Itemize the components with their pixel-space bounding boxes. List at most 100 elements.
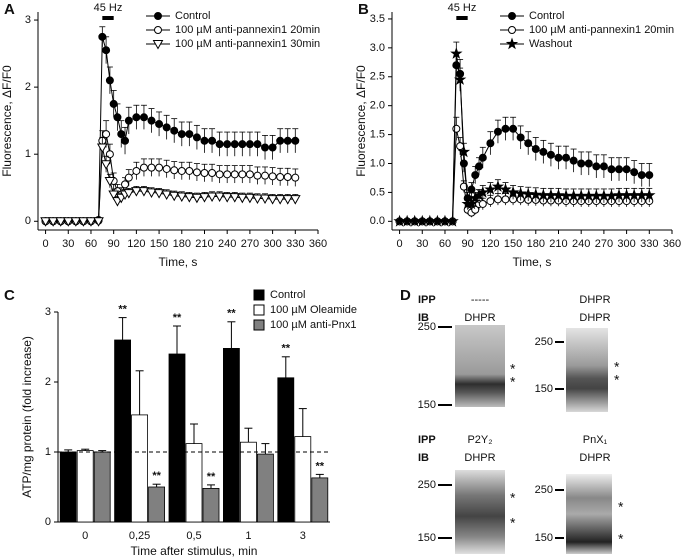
x-tick-label: 1: [245, 530, 251, 542]
marker: [289, 195, 301, 205]
y-tick-label: 1: [45, 446, 51, 458]
marker: [147, 116, 156, 125]
series-line: [45, 147, 296, 222]
legend-swatch: [253, 289, 265, 301]
marker: [459, 182, 468, 191]
marker: [206, 192, 218, 202]
panel-label: D: [400, 287, 411, 304]
marker: [524, 139, 533, 148]
x-axis-label: Time after stimulus, min: [131, 544, 258, 558]
marker: [562, 153, 571, 162]
band-mark: *: [614, 359, 620, 375]
x-tick-label: 300: [263, 238, 281, 250]
bar: [256, 453, 274, 523]
marker: [199, 193, 210, 203]
band-mark: *: [614, 372, 620, 388]
lane-label: DHPR: [579, 294, 610, 306]
bar: [294, 436, 312, 523]
marker: [261, 143, 270, 152]
legend-label: 100 µM anti-pannexin1 30min: [175, 38, 320, 50]
x-tick-label: 180: [527, 238, 545, 250]
marker: [123, 189, 135, 199]
size-marker: 150: [535, 532, 553, 544]
marker: [208, 168, 217, 177]
legend-label: 100 µM anti-pannexin1 20min: [175, 24, 320, 36]
marker: [230, 170, 239, 179]
band-mark: *: [510, 361, 516, 377]
marker: [176, 192, 188, 202]
marker: [124, 173, 133, 182]
marker: [153, 189, 165, 199]
marker: [465, 197, 478, 210]
marker: [268, 172, 277, 181]
x-tick-label: 240: [572, 238, 590, 250]
marker: [261, 171, 270, 180]
x-tick-label: 3: [300, 530, 306, 542]
x-tick-label: 300: [617, 238, 635, 250]
marker: [514, 187, 527, 199]
marker: [183, 193, 195, 203]
marker: [607, 165, 616, 174]
marker: [238, 140, 247, 149]
marker: [105, 150, 114, 159]
marker: [98, 32, 107, 41]
legend-swatch: [253, 304, 265, 316]
lane-label: DHPR: [579, 452, 610, 464]
marker: [569, 156, 578, 165]
significance-mark: **: [118, 304, 127, 316]
marker: [185, 130, 194, 139]
bar: [311, 477, 329, 523]
row-label: IPP: [418, 434, 436, 446]
marker: [105, 76, 114, 85]
y-tick-label: 3: [45, 306, 51, 318]
x-tick-label: 150: [150, 238, 168, 250]
marker: [509, 124, 518, 133]
marker: [113, 113, 122, 122]
stimulus-bar: [102, 16, 114, 20]
bar: [148, 486, 166, 523]
panel-label: B: [358, 1, 369, 18]
bar: [222, 347, 240, 523]
bar: [202, 487, 220, 523]
legend-marker: [505, 37, 519, 50]
marker: [584, 159, 593, 168]
x-tick-label: 30: [62, 238, 74, 250]
marker: [117, 130, 126, 139]
marker: [131, 187, 142, 197]
size-marker: 150: [418, 399, 436, 411]
y-tick-label: 2.0: [370, 100, 385, 112]
y-tick-label: 1.5: [370, 128, 385, 140]
marker: [55, 217, 67, 227]
marker: [124, 116, 133, 125]
marker: [539, 147, 548, 156]
x-tick-label: 180: [173, 238, 191, 250]
band-mark: *: [510, 374, 516, 390]
x-tick-label: 120: [127, 238, 145, 250]
marker: [453, 73, 467, 85]
marker: [100, 160, 112, 170]
marker: [274, 195, 286, 205]
y-tick-label: 3.5: [370, 13, 385, 25]
marker: [208, 136, 217, 145]
significance-mark: **: [227, 308, 236, 320]
marker: [185, 166, 194, 175]
bar: [185, 443, 203, 523]
marker: [40, 217, 51, 227]
x-axis-label: Time, s: [513, 255, 552, 269]
marker: [516, 133, 525, 142]
marker: [476, 185, 490, 198]
marker: [245, 140, 254, 149]
y-tick-label: 3: [25, 14, 31, 26]
y-tick-label: 0.0: [370, 215, 385, 227]
marker: [259, 194, 271, 204]
panel-label: A: [4, 1, 15, 18]
x-tick-label: 270: [241, 238, 259, 250]
lane-label: DHPR: [579, 312, 610, 324]
x-tick-label: 0: [397, 238, 403, 250]
marker: [191, 193, 203, 204]
x-tick-label: 240: [218, 238, 236, 250]
bar: [277, 377, 295, 523]
marker: [192, 133, 201, 142]
marker: [93, 217, 104, 227]
